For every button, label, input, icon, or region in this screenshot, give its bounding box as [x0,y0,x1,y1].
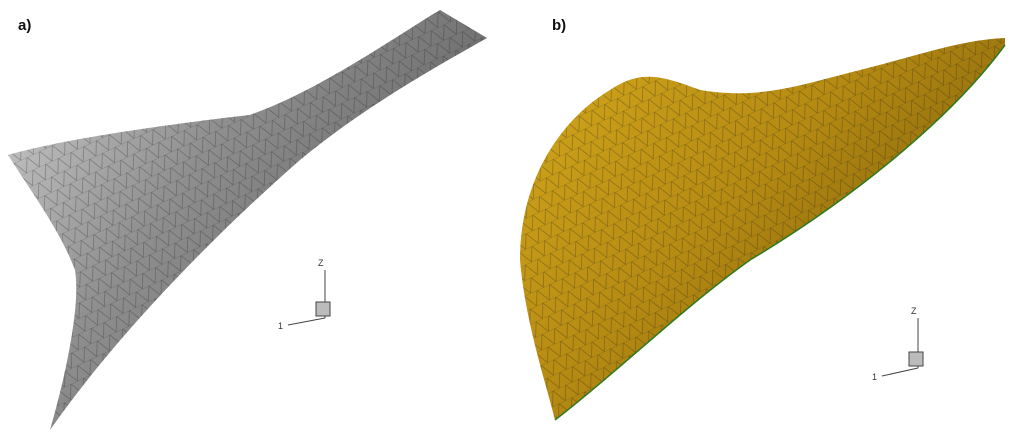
axis-label: 1 [872,372,877,382]
panel-label: b) [552,17,566,34]
panel-b: b) Z 1 [510,0,1009,434]
axis-label: Z [318,258,324,268]
axis-triad [882,318,923,376]
axis-label: Z [911,306,917,316]
panel-label: a) [18,17,31,34]
panel-a: a) Z 1 [0,0,500,434]
figure: a) Z 1 b) Z 1 [0,0,1009,434]
mesh-surface [0,0,500,434]
mesh-surface [510,0,1009,434]
axis-label: 1 [278,321,283,331]
axis-triad [288,270,330,325]
